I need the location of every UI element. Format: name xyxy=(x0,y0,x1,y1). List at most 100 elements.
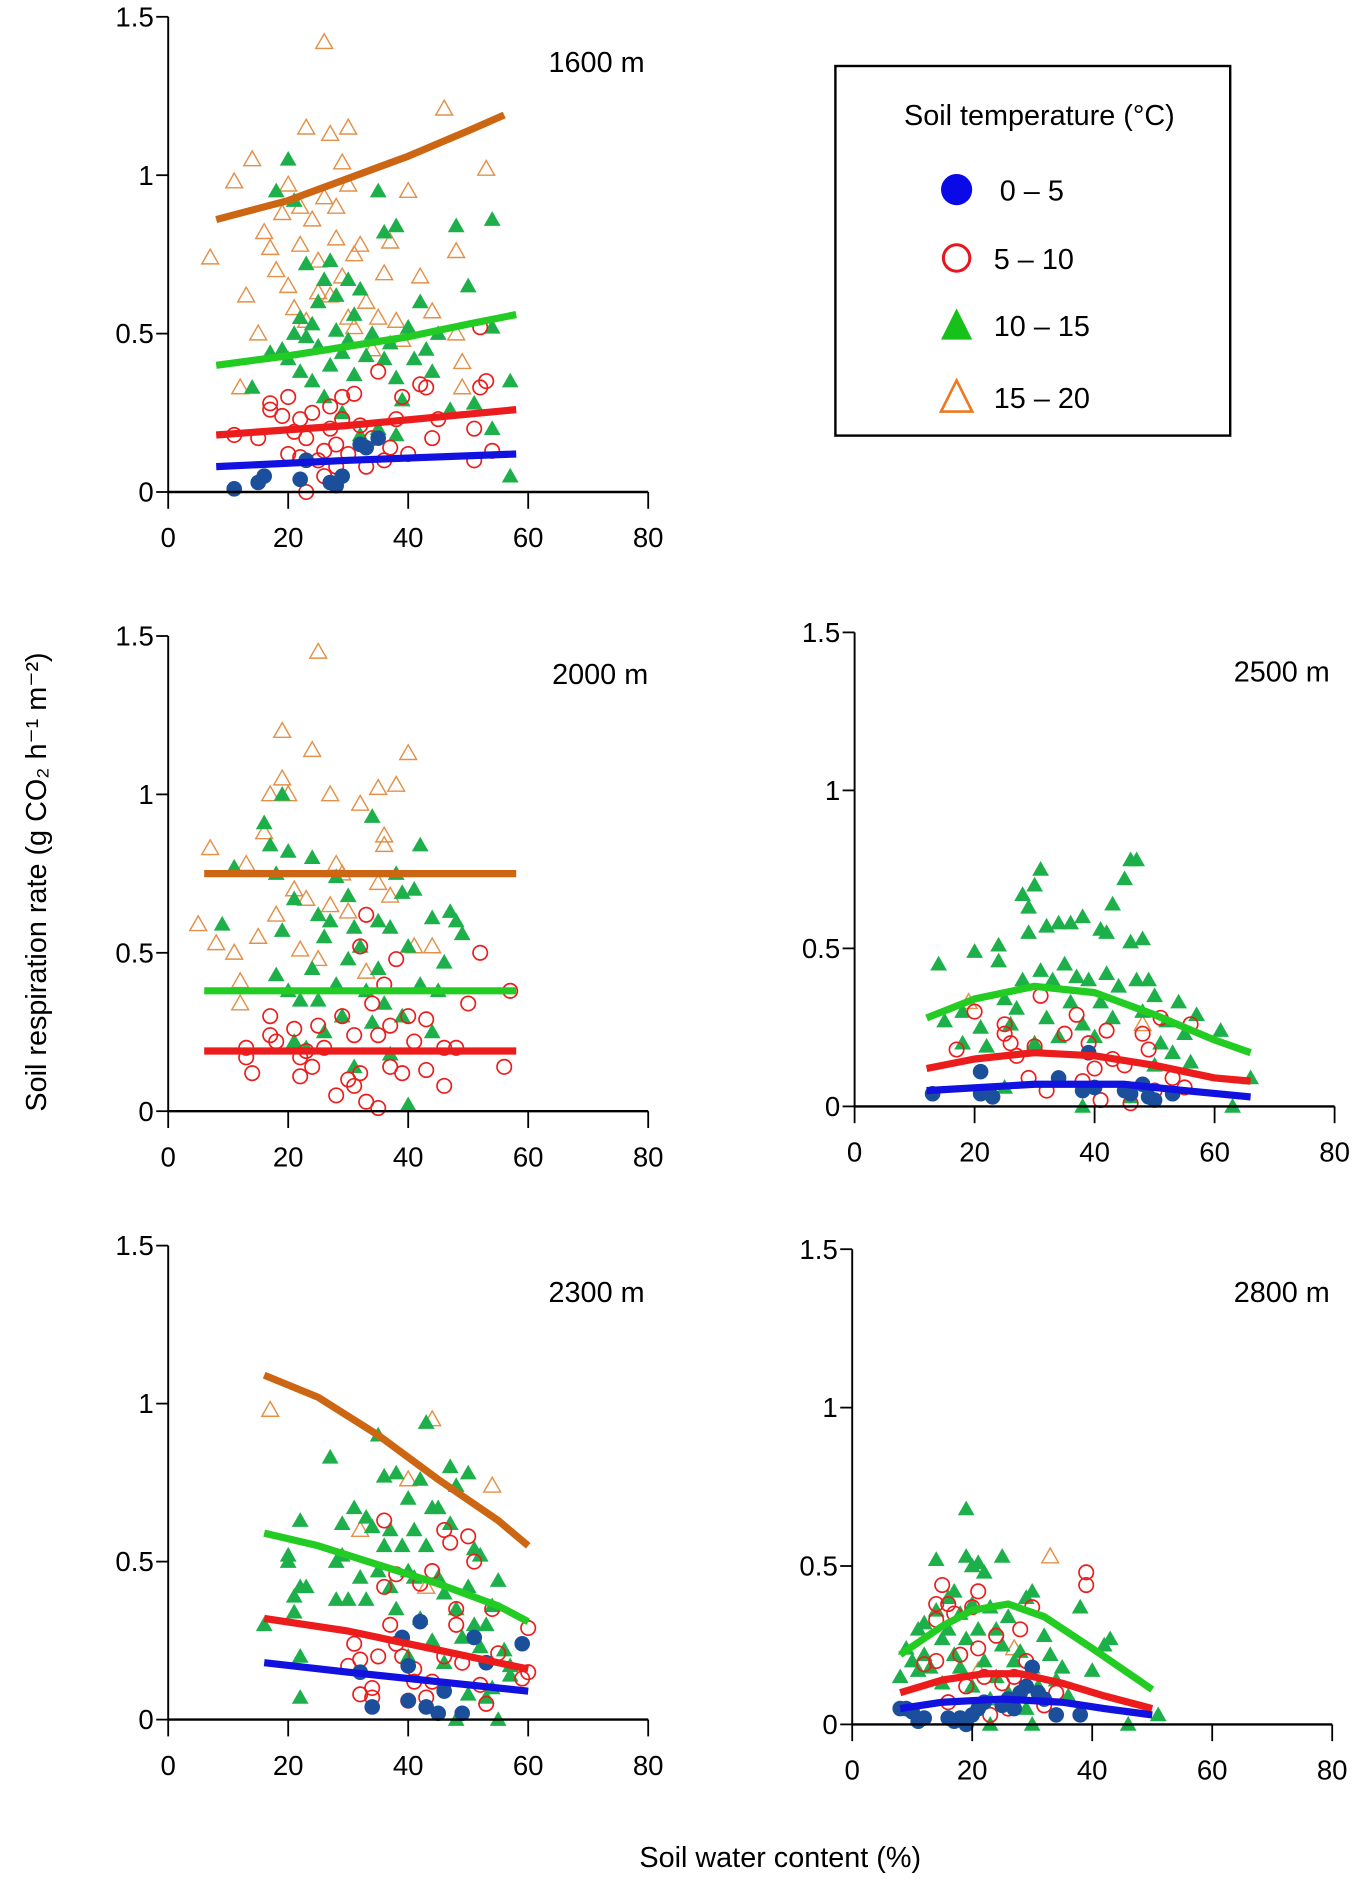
data-point xyxy=(279,1553,297,1568)
y-tick-label: 0.5 xyxy=(115,1546,153,1577)
x-tick-label: 60 xyxy=(1199,1137,1230,1168)
data-point xyxy=(441,1458,459,1474)
data-point xyxy=(1078,1564,1095,1581)
data-point xyxy=(447,912,465,928)
data-point xyxy=(338,901,358,919)
data-point xyxy=(302,209,322,227)
data-point xyxy=(351,938,369,953)
fit-line xyxy=(263,1659,529,1695)
y-tick-label: 1.5 xyxy=(115,621,153,652)
data-point xyxy=(448,1600,465,1618)
data-point xyxy=(957,1630,975,1646)
data-point xyxy=(266,904,286,922)
data-point xyxy=(454,1705,470,1722)
data-point xyxy=(333,1007,351,1023)
data-point xyxy=(285,1603,303,1619)
data-point xyxy=(1072,1707,1088,1723)
data-point xyxy=(363,1518,381,1534)
data-point xyxy=(963,1677,981,1693)
data-point xyxy=(948,1041,965,1058)
data-point xyxy=(291,1648,309,1663)
data-point xyxy=(309,906,327,922)
data-point xyxy=(200,247,220,265)
data-point xyxy=(969,1620,987,1636)
data-point xyxy=(382,1616,399,1633)
data-point xyxy=(1176,1025,1193,1041)
data-point xyxy=(1038,917,1055,933)
data-point xyxy=(1005,1652,1023,1668)
data-point xyxy=(410,266,430,284)
y-tick-label: 1 xyxy=(138,160,153,191)
data-point xyxy=(1104,895,1121,911)
data-point xyxy=(1098,965,1115,980)
data-point xyxy=(1050,914,1067,930)
data-point xyxy=(1104,1009,1121,1025)
series-510 xyxy=(238,906,519,1117)
y-tick-label: 0 xyxy=(138,477,153,508)
data-point xyxy=(339,887,357,903)
y-axis-title: Soil respiration rate (g CO₂ h⁻¹ m⁻²) xyxy=(21,652,53,1111)
data-point xyxy=(346,1027,363,1044)
data-point xyxy=(951,1658,969,1674)
data-point xyxy=(975,1652,993,1668)
series-1015 xyxy=(891,1500,1167,1731)
fit-line xyxy=(263,1614,529,1673)
data-point xyxy=(966,943,983,958)
fit-line xyxy=(925,982,1252,1057)
data-point xyxy=(326,854,346,872)
data-point xyxy=(334,468,350,484)
y-tick-label: 0 xyxy=(822,1709,837,1740)
data-point xyxy=(442,1534,459,1551)
x-tick-label: 0 xyxy=(845,1755,860,1786)
data-point xyxy=(284,298,304,316)
x-tick-label: 20 xyxy=(273,1141,304,1172)
panel-2500-m: 0 0.5 1 1.5 0 20 40 60 80 2500 m xyxy=(802,617,1350,1168)
data-point xyxy=(945,1582,963,1598)
data-point xyxy=(357,347,375,363)
data-point xyxy=(1017,1700,1035,1715)
data-point xyxy=(338,117,358,135)
data-point xyxy=(927,1551,945,1566)
data-point xyxy=(412,1613,428,1630)
data-point xyxy=(387,1600,405,1616)
data-point xyxy=(369,182,387,198)
data-point xyxy=(915,1646,933,1662)
data-point xyxy=(309,293,327,309)
data-point xyxy=(1098,924,1115,939)
x-tick-label: 80 xyxy=(633,1750,664,1781)
x-tick-label: 20 xyxy=(959,1137,990,1168)
data-point xyxy=(436,1683,452,1699)
y-tick-label: 0 xyxy=(825,1091,840,1122)
data-point xyxy=(1110,977,1127,993)
fit-line xyxy=(215,311,517,369)
x-tick-label: 40 xyxy=(1077,1755,1108,1786)
data-point xyxy=(213,915,231,931)
data-point xyxy=(945,1646,963,1662)
data-point xyxy=(1074,1015,1091,1031)
x-tick-label: 60 xyxy=(513,522,544,553)
data-point xyxy=(352,1065,369,1082)
data-point xyxy=(399,318,417,334)
panel-2300-m: 0 0.5 1 1.5 0 20 40 60 80 2300 m xyxy=(115,1230,663,1781)
data-point xyxy=(310,1017,327,1034)
y-tick-label: 0 xyxy=(138,1096,153,1127)
data-point xyxy=(290,235,310,252)
data-point xyxy=(344,317,364,335)
data-point xyxy=(399,1648,417,1663)
data-point xyxy=(387,217,405,233)
data-point xyxy=(224,942,244,960)
data-point xyxy=(460,995,477,1012)
data-point xyxy=(1014,886,1031,901)
data-point xyxy=(267,182,285,198)
data-point xyxy=(362,339,382,357)
data-point xyxy=(255,814,273,830)
data-point xyxy=(328,1087,345,1104)
data-point xyxy=(952,1646,969,1663)
data-point xyxy=(298,430,315,447)
data-point xyxy=(350,235,370,252)
data-point xyxy=(242,149,262,167)
data-point xyxy=(930,955,947,971)
data-point xyxy=(1140,971,1157,987)
data-point xyxy=(483,211,501,226)
data-point xyxy=(345,1499,363,1515)
